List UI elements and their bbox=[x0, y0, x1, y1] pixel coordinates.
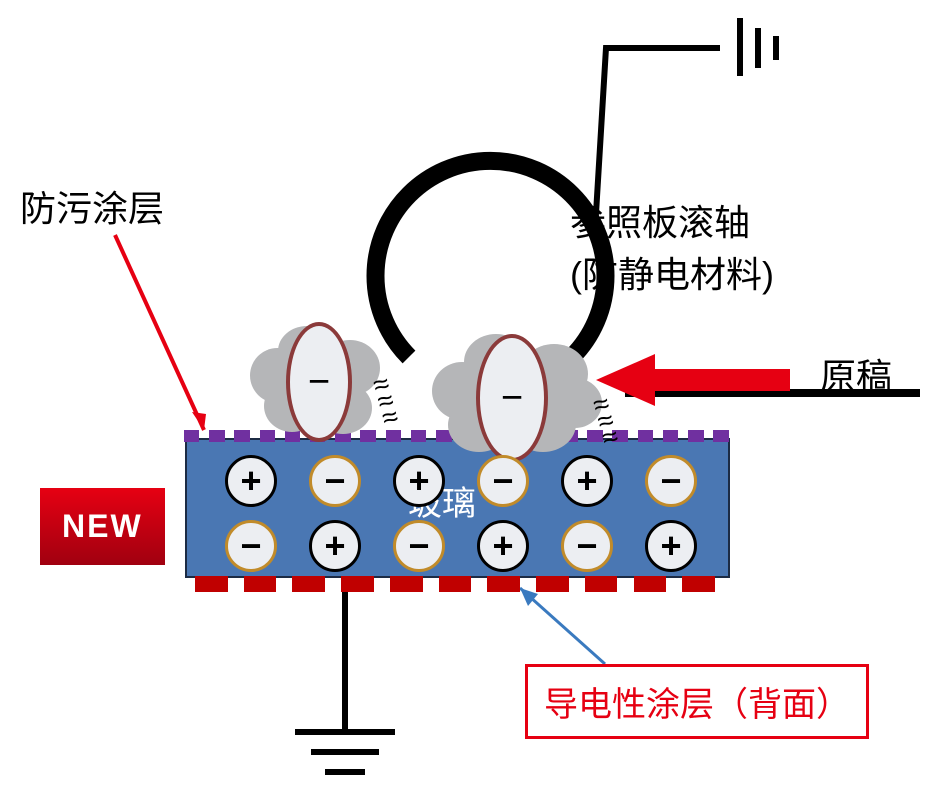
purple-dash bbox=[234, 430, 249, 442]
red-dash bbox=[195, 576, 228, 592]
purple-dash bbox=[713, 430, 728, 442]
purple-dash bbox=[663, 430, 678, 442]
red-dash bbox=[682, 576, 715, 592]
charge-plus: + bbox=[393, 455, 445, 507]
red-dash bbox=[634, 576, 667, 592]
charge-minus: − bbox=[309, 455, 361, 507]
red-dash bbox=[536, 576, 569, 592]
purple-dash bbox=[688, 430, 703, 442]
red-dash bbox=[292, 576, 325, 592]
charge-plus: + bbox=[225, 455, 277, 507]
charge-minus: − bbox=[225, 520, 277, 572]
dust-cloud-1: − bbox=[250, 318, 390, 438]
charge-minus: − bbox=[645, 455, 697, 507]
red-dash bbox=[341, 576, 374, 592]
antifouling-label: 防污涂层 bbox=[20, 180, 164, 232]
red-dash bbox=[390, 576, 423, 592]
red-dash bbox=[585, 576, 618, 592]
roller-label-1: 参照板滚轴 bbox=[570, 194, 750, 246]
charge-plus: + bbox=[477, 520, 529, 572]
charge-minus: − bbox=[561, 520, 613, 572]
red-dash-row bbox=[195, 576, 715, 592]
new-badge: NEW bbox=[40, 488, 165, 565]
purple-dash bbox=[209, 430, 224, 442]
antifoul-arrow-head bbox=[192, 412, 206, 430]
charge-plus: + bbox=[561, 455, 613, 507]
red-dash bbox=[487, 576, 520, 592]
red-dash bbox=[439, 576, 472, 592]
purple-dash bbox=[638, 430, 653, 442]
charge-minus: − bbox=[393, 520, 445, 572]
purple-dash bbox=[184, 430, 199, 442]
roller-label-2: (防静电材料) bbox=[570, 246, 774, 298]
charge-minus: − bbox=[477, 455, 529, 507]
dust-ellipse-2: − bbox=[476, 334, 548, 462]
original-label: 原稿 bbox=[820, 348, 892, 400]
red-dash bbox=[244, 576, 277, 592]
antifoul-arrow-line bbox=[115, 235, 204, 430]
conductive-coating-label: 导电性涂层（背面） bbox=[525, 664, 869, 739]
dust-cloud-2: − bbox=[432, 328, 602, 458]
charge-plus: + bbox=[645, 520, 697, 572]
purple-dash bbox=[411, 430, 426, 442]
dust-ellipse-1: − bbox=[286, 322, 352, 442]
charge-plus: + bbox=[309, 520, 361, 572]
